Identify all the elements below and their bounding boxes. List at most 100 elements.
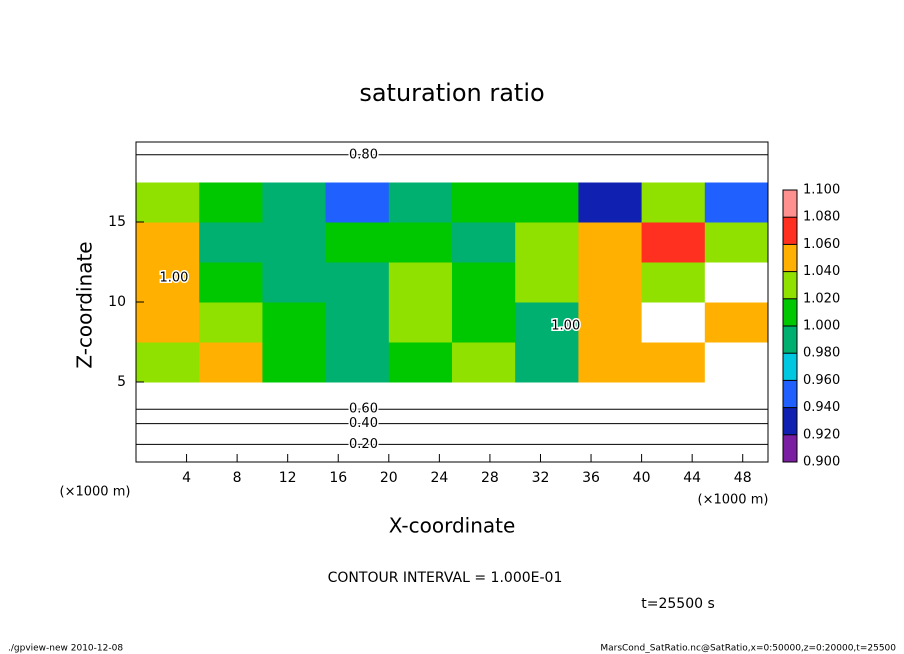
heatmap-cell [704, 302, 769, 343]
heatmap-cell [578, 342, 643, 383]
y-tick-label: 5 [117, 374, 126, 390]
heatmap-cell [704, 422, 769, 463]
contour-label: 0.80 [349, 147, 378, 162]
x-tick-label: 12 [279, 470, 297, 486]
colorbar-band [783, 353, 797, 381]
colorbar-band [783, 217, 797, 245]
heatmap-cell [704, 142, 769, 183]
heatmap-cell [578, 422, 643, 463]
heatmap-cell [388, 302, 453, 343]
heatmap-cell [262, 182, 327, 223]
heatmap-cell [452, 382, 516, 423]
contour-label: 0.20 [349, 437, 378, 452]
heatmap-cell [325, 222, 390, 263]
heatmap-cell [388, 262, 453, 303]
heatmap-cell [325, 422, 390, 463]
colorbar-label: 1.080 [803, 210, 840, 225]
heatmap-cell [515, 262, 579, 303]
heatmap-cell [452, 142, 516, 183]
x-tick-label: 32 [532, 470, 550, 486]
heatmap-cell [199, 142, 263, 183]
heatmap-cell [199, 382, 263, 423]
colorbar-label: 1.040 [803, 264, 840, 279]
colorbar-band [783, 380, 797, 408]
colorbar-band [783, 244, 797, 272]
heatmap-cell [262, 422, 327, 463]
colorbar-band [783, 190, 797, 218]
x-tick-label: 36 [582, 470, 600, 486]
heatmap-cell [388, 382, 453, 423]
heatmap-cell [452, 222, 516, 263]
x-tick-label: 8 [233, 470, 242, 486]
heatmap-cell [199, 222, 263, 263]
heatmap-cell [388, 422, 453, 463]
heatmap-cell [262, 342, 327, 383]
x-tick-label: 16 [329, 470, 347, 486]
colorbar-label: 0.940 [803, 400, 840, 415]
y-axis-label: Z-coordinate [73, 241, 97, 368]
heatmap-cell [262, 302, 327, 343]
heatmap-cell [325, 142, 390, 183]
colorbar-band [783, 407, 797, 435]
footer-right: MarsCond_SatRatio.nc@SatRatio,x=0:50000,… [600, 644, 896, 654]
heatmap-cell [325, 342, 390, 383]
heatmap-cell [452, 422, 516, 463]
colorbar-label: 0.920 [803, 427, 840, 442]
heatmap-cell [515, 382, 579, 423]
heatmap-cell [199, 262, 263, 303]
colorbar-band [783, 298, 797, 326]
heatmap-cell [641, 302, 706, 343]
x-tick-label: 24 [430, 470, 448, 486]
heatmap-cell [388, 142, 453, 183]
heatmap-cell [578, 222, 643, 263]
x-tick-label: 40 [633, 470, 651, 486]
colorbar-label: 0.980 [803, 346, 840, 361]
heatmap-cell [704, 182, 769, 223]
heatmap-cell [199, 302, 263, 343]
heatmap-cell [262, 222, 327, 263]
time-label: t=25500 s [641, 596, 715, 612]
heatmap-cell [641, 422, 706, 463]
heatmap-cell [388, 342, 453, 383]
heatmap-cell [578, 182, 643, 223]
heatmap-cell [515, 302, 579, 343]
heatmap-cell [641, 222, 706, 263]
contour-label: 0.60 [349, 402, 378, 417]
heatmap-cell [578, 382, 643, 423]
x-axis-label: X-coordinate [389, 514, 516, 538]
heatmap-cell [578, 302, 643, 343]
heatmap-cell [641, 382, 706, 423]
x-tick-label: 28 [481, 470, 499, 486]
heatmap-cell [199, 182, 263, 223]
x-unit: (×1000 m) [698, 493, 769, 508]
heatmap-cell [515, 222, 579, 263]
heatmap-cell [262, 142, 327, 183]
colorbar-band [783, 326, 797, 354]
heatmap-cell [325, 262, 390, 303]
heatmap-cell [704, 342, 769, 383]
heatmap-cell [452, 342, 516, 383]
contour-label: 1.00 [159, 271, 188, 286]
heatmap-cell [515, 142, 579, 183]
x-tick-label: 48 [734, 470, 752, 486]
x-tick-label: 4 [182, 470, 191, 486]
colorbar-band [783, 434, 797, 462]
colorbar-band [783, 271, 797, 299]
contour-label: 0.40 [349, 416, 378, 431]
heatmap-cell [136, 182, 200, 223]
heatmap-cell [515, 342, 579, 383]
colorbar-label: 1.060 [803, 237, 840, 252]
heatmap-cell [704, 382, 769, 423]
y-tick-label: 10 [108, 294, 126, 310]
x-tick-label: 20 [380, 470, 398, 486]
heatmap-cell [262, 262, 327, 303]
heatmap-cell [136, 302, 200, 343]
colorbar-label: 0.960 [803, 373, 840, 388]
heatmap-cell [199, 342, 263, 383]
heatmap-cell [641, 342, 706, 383]
footer-left: ./gpview-new 2010-12-08 [8, 644, 123, 654]
heatmap-cell [325, 382, 390, 423]
heatmap-cell [136, 342, 200, 383]
heatmap-cell [578, 262, 643, 303]
